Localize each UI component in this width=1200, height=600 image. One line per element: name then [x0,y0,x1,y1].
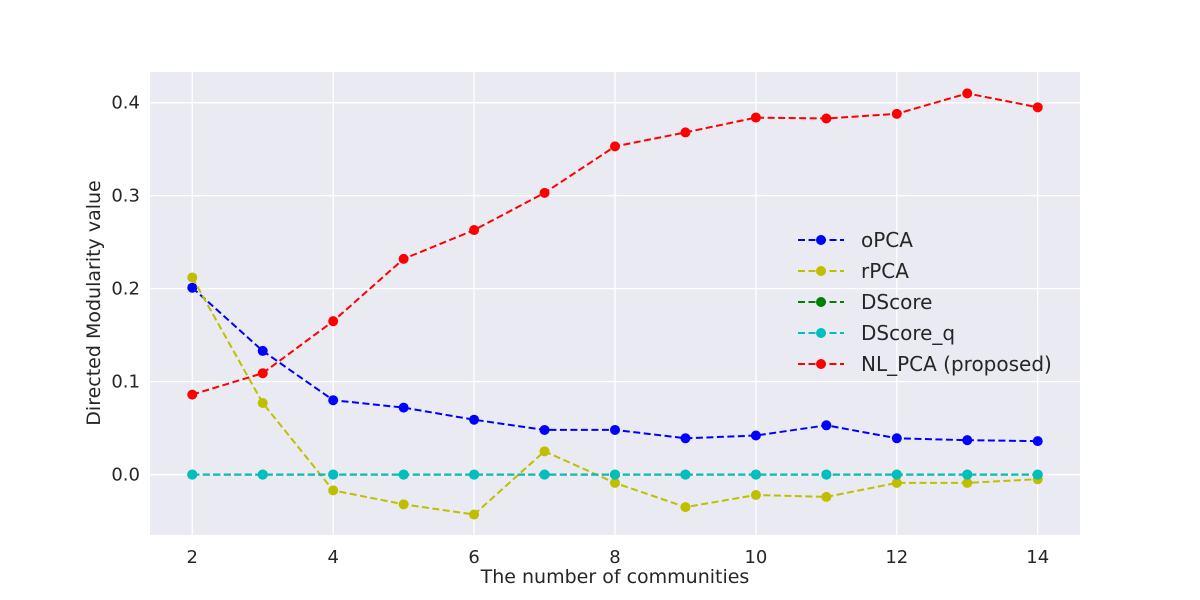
legend-item: rPCA [798,259,909,283]
data-point [750,430,761,441]
series-dscore-q [187,469,1043,480]
legend-label: NL_PCA (proposed) [861,352,1052,376]
data-point [750,469,761,480]
legend-swatch-marker [816,359,826,369]
data-point [469,225,480,236]
y-tick-label: 0.2 [111,279,140,300]
x-tick-label: 12 [885,547,908,568]
legend: oPCA rPCA DScore DScore_q NL_PCA (proposed) [798,228,1052,376]
data-point [821,113,832,124]
data-point [257,397,268,408]
data-point [821,469,832,480]
y-axis-ticks: 0.0 0.1 0.2 0.3 0.4 [111,93,140,486]
data-point [680,127,691,138]
series-rpca [187,272,1043,520]
data-point [962,435,973,446]
legend-item: NL_PCA (proposed) [798,352,1052,376]
data-point [187,389,198,400]
data-point [891,469,902,480]
data-point [398,469,409,480]
grid-lines [150,72,1080,535]
data-point [821,491,832,502]
legend-item: DScore_q [798,321,955,345]
y-tick-label: 0.3 [111,186,140,207]
series-nl-pca-proposed- [187,88,1043,400]
data-point [891,477,902,488]
series-opca [187,282,1043,447]
legend-label: oPCA [861,228,913,252]
series-layer [187,88,1043,520]
data-point [257,368,268,379]
legend-label: rPCA [861,259,909,283]
data-point [539,446,550,457]
x-tick-label: 4 [327,547,338,568]
data-point [398,402,409,413]
y-tick-label: 0.0 [111,465,140,486]
data-point [610,477,620,488]
data-point [469,469,480,480]
data-point [328,316,339,327]
data-point [469,509,480,520]
legend-item: oPCA [798,228,913,252]
data-point [1032,436,1043,447]
legend-swatch-marker [816,328,826,338]
data-point [187,282,198,293]
x-tick-label: 8 [609,547,620,568]
legend-label: DScore_q [861,321,955,345]
y-tick-label: 0.1 [111,372,140,393]
x-tick-label: 10 [744,547,767,568]
x-axis-label: The number of communities [480,566,750,588]
data-point [328,395,339,406]
data-point [821,420,832,431]
legend-swatch-marker [816,266,826,276]
x-tick-label: 2 [187,547,198,568]
data-point [610,469,620,480]
y-axis-label: Directed Modularity value [83,180,105,425]
data-point [1032,102,1043,113]
x-tick-label: 14 [1026,547,1049,568]
data-point [539,469,550,480]
data-point [328,485,339,496]
data-point [257,345,268,356]
data-point [962,469,973,480]
data-point [469,414,480,425]
data-point [539,424,550,435]
data-point [187,272,198,283]
data-point [328,469,339,480]
data-point [257,469,268,480]
legend-label: DScore [861,290,932,314]
data-point [891,433,902,444]
x-axis-ticks: 2 4 6 8 10 12 14 [187,547,1050,568]
data-point [398,499,409,510]
data-point [610,424,620,435]
data-point [962,88,973,99]
data-point [680,469,691,480]
data-point [539,187,550,198]
data-point [962,477,973,488]
data-point [610,141,620,152]
data-point [680,433,691,444]
data-point [750,112,761,123]
legend-swatch-marker [816,297,826,307]
legend-swatch-marker [816,235,826,245]
data-point [398,253,409,264]
data-point [187,469,198,480]
data-point [680,502,691,513]
data-point [891,108,902,119]
data-point [1032,469,1043,480]
legend-item: DScore [798,290,932,314]
x-tick-label: 6 [468,547,479,568]
data-point [750,490,761,501]
y-tick-label: 0.4 [111,93,140,114]
